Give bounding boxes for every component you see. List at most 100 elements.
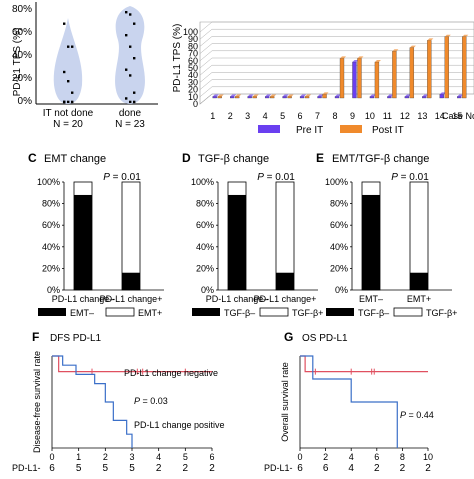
km-risk-count: 4 xyxy=(348,463,354,474)
km-risk-label: PD-L1- xyxy=(264,463,293,473)
bar-top-face xyxy=(352,60,359,62)
bar-top-face xyxy=(444,34,451,37)
panel-letter: D xyxy=(182,151,191,165)
legend-label-positive: EMT+ xyxy=(138,308,162,318)
bar3d-ytick: 40 xyxy=(188,70,198,80)
legend-label-negative: EMT– xyxy=(70,308,94,318)
violin-point xyxy=(67,45,70,48)
bar-post-it xyxy=(409,47,415,99)
panel-ytick: 40% xyxy=(196,242,214,252)
violin-point xyxy=(129,74,132,77)
panel-category: PD-L1 change– xyxy=(52,294,115,304)
bar-top-face xyxy=(282,94,289,97)
violin-point xyxy=(67,80,70,83)
bar-top-face xyxy=(247,94,254,97)
bar-top-face xyxy=(252,94,259,97)
violin-point xyxy=(67,100,70,104)
bar3d-gridline-side xyxy=(199,36,213,47)
violin-point xyxy=(125,34,128,37)
bar-pre-it xyxy=(352,61,357,99)
violin-point xyxy=(129,100,132,104)
legend-swatch-negative xyxy=(38,308,66,316)
violin-ytick: 60% xyxy=(12,27,32,38)
bar3d-gridline-side xyxy=(199,29,213,40)
bar-top-face xyxy=(212,94,219,97)
bar-top-face xyxy=(357,56,364,59)
bar-pre-it xyxy=(264,96,270,99)
violin-point xyxy=(133,22,136,25)
panel-letter: E xyxy=(316,151,324,165)
violin-shape-done xyxy=(115,6,145,104)
bar-top-face xyxy=(409,45,416,48)
km-risk-count: 5 xyxy=(76,463,82,474)
bar3d-gridline-side xyxy=(199,43,213,54)
bar-post-it xyxy=(427,40,432,99)
violin-point xyxy=(63,70,66,74)
km-risk-count: 2 xyxy=(209,463,215,474)
bar-top-face xyxy=(374,60,381,62)
legend-label-positive: TGF-β+ xyxy=(292,308,323,318)
stacked-bar-negative xyxy=(74,194,92,290)
km-title: OS PD-L1 xyxy=(302,333,348,344)
km-xtick: 3 xyxy=(129,452,134,462)
violin-plot: PD-L1 TPS (%) 0% 20% 40% 60% 80% IT not … xyxy=(12,2,158,130)
panel-title: EMT/TGF-β change xyxy=(332,153,429,165)
km-risk-count: 6 xyxy=(49,463,55,474)
bar3d-xtick: 6 xyxy=(298,111,303,121)
bar-post-it xyxy=(444,36,449,99)
bar3d-xtick: 7 xyxy=(315,111,320,121)
violin-point xyxy=(133,57,136,60)
km-risk-count: 2 xyxy=(374,463,380,474)
panel-category: PD-L1 change– xyxy=(206,294,269,304)
km-title: DFS PD-L1 xyxy=(50,333,102,344)
violin-points xyxy=(63,11,136,104)
km-risk-count: 2 xyxy=(400,463,406,474)
km-risk-label: PD-L1- xyxy=(12,463,41,473)
km-curve-positive xyxy=(300,355,398,448)
bar-top-face xyxy=(404,94,411,97)
km-risk-count: 2 xyxy=(156,463,162,474)
bar-top-face xyxy=(317,94,324,97)
km-curve-positive xyxy=(52,355,133,448)
bar3d-xlabel: Case No xyxy=(442,111,474,121)
panel-ytick: 100% xyxy=(191,177,214,187)
violin-group-n: N = 23 xyxy=(115,119,145,130)
violin-group-label: done xyxy=(119,108,142,119)
bar-pre-it xyxy=(247,96,252,99)
violin-point xyxy=(125,68,128,71)
bar3d-xtick: 4 xyxy=(263,111,268,121)
bar3d-bars xyxy=(212,34,469,99)
bar3d-gridline-side xyxy=(199,57,213,69)
bar3d-xtick: 8 xyxy=(332,111,337,121)
bar-top-face xyxy=(462,34,469,37)
panel-pvalue: P = 0.01 xyxy=(257,172,295,183)
stacked-bar-negative xyxy=(228,194,246,290)
legend-label-pre-it: Pre IT xyxy=(296,125,323,136)
panel-category: PD-L1 change+ xyxy=(254,294,317,304)
km-pvalue: P = 0.03 xyxy=(134,396,168,406)
km-xtick: 5 xyxy=(183,452,188,462)
bar3d-xtick: 14 xyxy=(435,111,445,121)
violin-ytick: 0% xyxy=(18,96,33,107)
bar3d-walls xyxy=(199,21,474,105)
bar-pre-it xyxy=(299,96,305,99)
bar-top-face xyxy=(300,94,307,97)
violin-ytick: 40% xyxy=(12,50,32,61)
km-xtick: 6 xyxy=(209,452,214,462)
legend-swatch-pre-it xyxy=(258,125,280,133)
bar3d-ytick: 50 xyxy=(188,63,198,73)
violin-point xyxy=(71,100,74,104)
bar3d-xtick: 12 xyxy=(400,111,410,121)
legend-label-positive: TGF-β+ xyxy=(426,308,457,318)
panel-ytick: 20% xyxy=(196,263,214,273)
violin-group-n: N = 20 xyxy=(53,119,83,130)
km-pvalue: P = 0.44 xyxy=(400,410,434,420)
bar-post-it xyxy=(322,94,327,99)
bar-post-it xyxy=(374,61,380,99)
bar3d-ytick: 30 xyxy=(188,77,198,87)
panel-category: PD-L1 change+ xyxy=(100,294,163,304)
legend-swatch-positive xyxy=(393,307,423,317)
bar-top-face xyxy=(392,49,399,52)
violin-point xyxy=(129,45,132,48)
